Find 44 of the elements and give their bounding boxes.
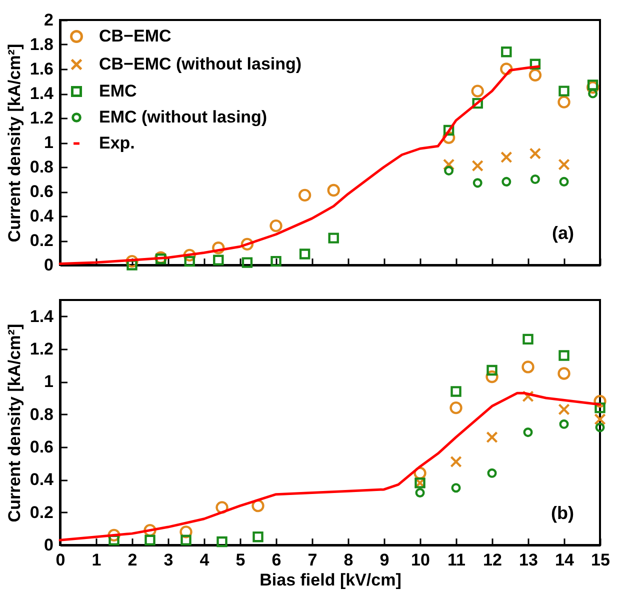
legend-label: EMC (without lasing) bbox=[99, 108, 268, 126]
y-tick-label: 0.4 bbox=[30, 206, 54, 226]
x-tick-label: 13 bbox=[519, 550, 538, 570]
x-tick-label: 5 bbox=[236, 550, 246, 570]
x-tick-label: 2 bbox=[128, 550, 138, 570]
y-tick-label: 1.2 bbox=[30, 340, 54, 358]
x-tick-label: 14 bbox=[555, 550, 574, 570]
x-tick-label: 3 bbox=[164, 550, 174, 570]
y-tick-label: 1.8 bbox=[30, 35, 54, 54]
x-tick-label: 8 bbox=[344, 550, 354, 570]
y-tick-label: 0.8 bbox=[30, 158, 54, 176]
y-tick-label: 0.2 bbox=[30, 231, 54, 250]
y-tick-label: 1 bbox=[44, 372, 54, 392]
y-tick-label: 1.6 bbox=[30, 60, 54, 78]
x-tick-label: 7 bbox=[308, 550, 318, 570]
y-tick-label: 1.2 bbox=[30, 108, 54, 128]
x-tick-label: 10 bbox=[411, 550, 430, 570]
x-tick-label: 9 bbox=[380, 550, 390, 570]
x-tick-label: 11 bbox=[448, 550, 466, 570]
y-tick-label: 0 bbox=[44, 256, 54, 274]
y-tick-label: 1 bbox=[44, 133, 54, 152]
legend-label: CB−EMC bbox=[99, 26, 172, 46]
x-tick-label: 12 bbox=[483, 550, 502, 570]
legend-label: CB−EMC (without lasing) bbox=[99, 54, 302, 74]
x-tick-label: 4 bbox=[200, 550, 210, 570]
y-axis-title: Current density [kA/cm²] bbox=[4, 44, 24, 242]
annotation: (a) bbox=[552, 223, 574, 243]
y-tick-label: 1.4 bbox=[30, 306, 54, 326]
x-axis-title: Bias field [kV/cm] bbox=[260, 570, 402, 590]
y-tick-label: 0.4 bbox=[30, 470, 54, 490]
x-tick-label: 1 bbox=[92, 550, 102, 570]
y-tick-label: 0.6 bbox=[30, 182, 54, 201]
y-tick-label: 1.4 bbox=[30, 84, 54, 103]
annotation: (b) bbox=[551, 503, 574, 523]
x-tick-label: 6 bbox=[272, 550, 282, 570]
y-tick-label: 0.6 bbox=[30, 438, 54, 456]
x-tick-label: 15 bbox=[591, 550, 610, 570]
legend-label: Exp. bbox=[99, 134, 135, 152]
y-tick-label: 0.8 bbox=[30, 404, 54, 424]
y-tick-label: 0 bbox=[44, 536, 54, 554]
y-tick-label: 0.2 bbox=[30, 502, 54, 522]
y-axis-title: Current density [kA/cm²] bbox=[4, 324, 24, 522]
legend-label: EMC bbox=[99, 82, 137, 100]
y-tick-label: 2 bbox=[44, 10, 54, 30]
